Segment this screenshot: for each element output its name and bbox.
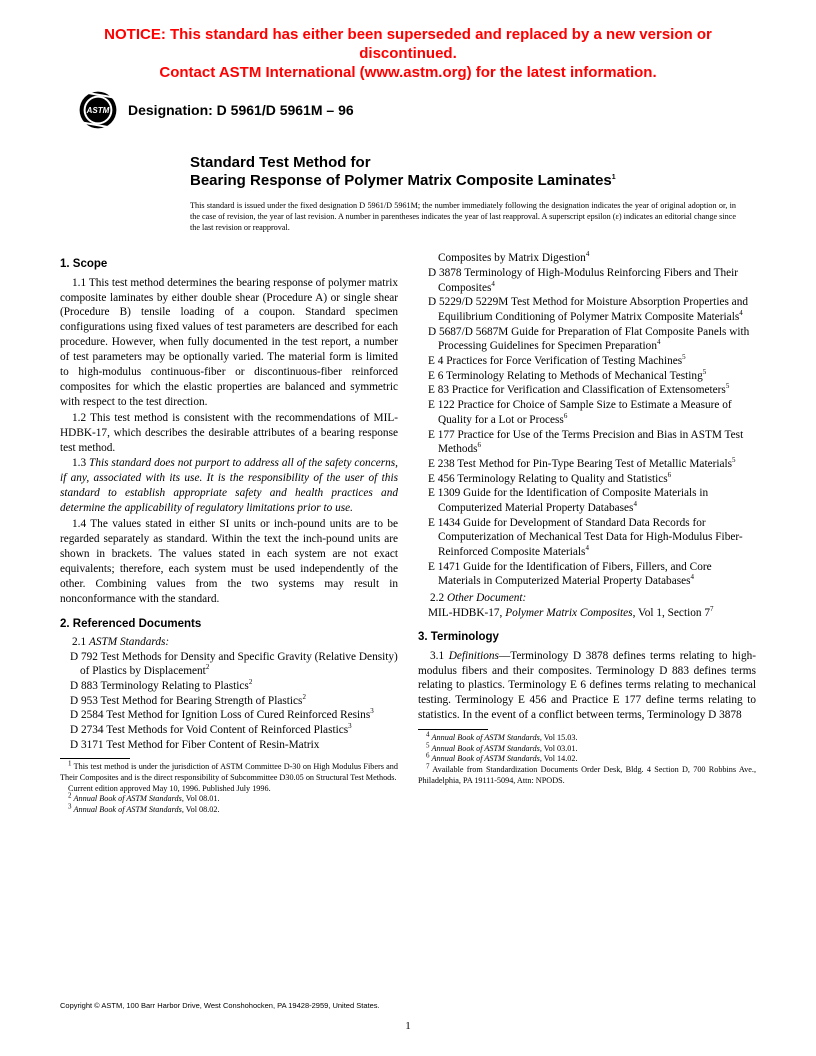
terminology-heading: 3. Terminology [418,630,756,645]
scope-1-2: 1.2 This test method is consistent with … [60,411,398,456]
ref-item: D 883 Terminology Relating to Plastics2 [60,679,398,694]
footnote-6: 6 Annual Book of ASTM Standards, Vol 14.… [418,754,756,765]
ref-item: D 953 Test Method for Bearing Strength o… [60,694,398,709]
refs-heading: 2. Referenced Documents [60,617,398,632]
ref-item: D 2584 Test Method for Ignition Loss of … [60,708,398,723]
notice-banner: NOTICE: This standard has either been su… [60,26,756,82]
ref-item: D 5229/D 5229M Test Method for Moisture … [418,295,756,324]
footnote-4: 4 Annual Book of ASTM Standards, Vol 15.… [418,733,756,744]
ref-item: E 4 Practices for Force Verification of … [418,354,756,369]
ref-item: E 1309 Guide for the Identification of C… [418,486,756,515]
ref-item: E 1434 Guide for Development of Standard… [418,516,756,560]
footnote-2: 2 Annual Book of ASTM Standards, Vol 08.… [60,794,398,805]
copyright-line: Copyright © ASTM, 100 Barr Harbor Drive,… [60,1001,380,1010]
footnote-7: 7 Available from Standardization Documen… [418,765,756,786]
issuance-note: This standard is issued under the fixed … [190,200,736,233]
ref-item: E 177 Practice for Use of the Terms Prec… [418,428,756,457]
svg-text:ASTM: ASTM [86,106,110,115]
scope-heading: 1. Scope [60,257,398,272]
ref-item: D 3878 Terminology of High-Modulus Reinf… [418,266,756,295]
page-number: 1 [0,1020,816,1032]
scope-1-1: 1.1 This test method determines the bear… [60,276,398,410]
footnotes-left: 1 This test method is under the jurisdic… [60,758,398,815]
astm-logo-icon: ASTM [78,90,118,130]
refs-other-subhead: 2.2 Other Document: [418,591,756,606]
terminology-3-1: 3.1 Definitions—Terminology D 3878 defin… [418,649,756,724]
ref-item: E 83 Practice for Verification and Class… [418,383,756,398]
ref-item: D 2734 Test Methods for Void Content of … [60,723,398,738]
notice-line-2: Contact ASTM International (www.astm.org… [159,64,656,81]
ref-item: D 3171 Test Method for Fiber Content of … [60,738,398,753]
title-block: Standard Test Method for Bearing Respons… [190,154,736,233]
title-main: Bearing Response of Polymer Matrix Compo… [190,172,736,190]
header-row: ASTM Designation: D 5961/D 5961M – 96 [78,90,756,130]
footnote-1: 1 This test method is under the jurisdic… [60,762,398,783]
ref-item: E 456 Terminology Relating to Quality an… [418,472,756,487]
ref-item: E 6 Terminology Relating to Methods of M… [418,369,756,384]
scope-1-3: 1.3 1.3 This standard does not purport t… [60,456,398,516]
title-overline: Standard Test Method for [190,154,736,172]
designation-text: Designation: D 5961/D 5961M – 96 [128,102,354,118]
refs-astm-subhead: 2.1 ASTM Standards: [60,635,398,650]
ref-item-cont: Composites by Matrix Digestion4 [418,251,756,266]
ref-item: D 792 Test Methods for Density and Speci… [60,650,398,679]
footnotes-right: 4 Annual Book of ASTM Standards, Vol 15.… [418,729,756,786]
ref-item: E 238 Test Method for Pin-Type Bearing T… [418,457,756,472]
footnote-1b: Current edition approved May 10, 1996. P… [60,784,398,795]
footnote-5: 5 Annual Book of ASTM Standards, Vol 03.… [418,744,756,755]
notice-line-1: NOTICE: This standard has either been su… [104,26,712,62]
ref-item: E 122 Practice for Choice of Sample Size… [418,398,756,427]
scope-1-4: 1.4 The values stated in either SI units… [60,517,398,606]
standard-page: NOTICE: This standard has either been su… [0,0,816,1056]
ref-item: E 1471 Guide for the Identification of F… [418,560,756,589]
body-columns: 1. Scope 1.1 This test method determines… [60,251,756,815]
ref-mil: MIL-HDBK-17, Polymer Matrix Composites, … [418,606,756,621]
ref-item: D 5687/D 5687M Guide for Preparation of … [418,325,756,354]
footnote-3: 3 Annual Book of ASTM Standards, Vol 08.… [60,805,398,816]
